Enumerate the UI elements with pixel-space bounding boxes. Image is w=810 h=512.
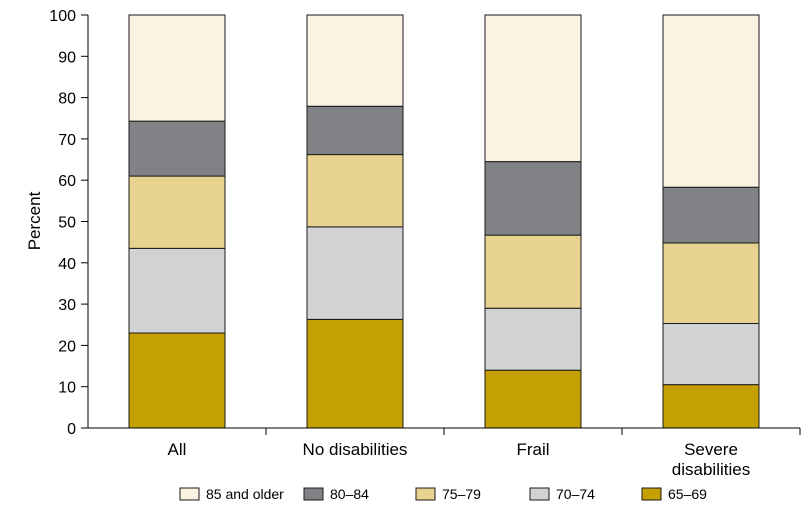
x-category-label: No disabilities: [303, 440, 408, 459]
bar-segment-70–74: [306, 226, 404, 320]
bar-segment-70–74: [662, 323, 760, 386]
y-tick-label: 80: [58, 91, 76, 108]
legend-label: 75–79: [442, 486, 481, 502]
bar-segment-75–79: [662, 242, 760, 325]
x-category-label-line: All: [168, 440, 187, 459]
y-axis-title: Percent: [25, 191, 44, 250]
bar-segment-85-and-older: [662, 14, 760, 188]
y-tick-label: 50: [58, 215, 76, 232]
bar-segment-65–69: [306, 318, 404, 429]
y-tick-label: 40: [58, 256, 76, 273]
bar-segment-80–84: [484, 161, 582, 236]
y-tick-label: 20: [58, 338, 76, 355]
axes: [87, 15, 801, 435]
bar-segment-80–84: [662, 186, 760, 244]
bar-segment-70–74: [128, 247, 226, 334]
y-tick-label: 60: [58, 173, 76, 190]
bar-segment-75–79: [128, 175, 226, 249]
x-category-label-line: Severe: [684, 440, 738, 459]
bar-segment-85-and-older: [128, 14, 226, 122]
legend-swatch: [641, 487, 662, 501]
legend: 85 and older 80–84 75–79 70–74 65–69: [179, 486, 707, 502]
legend-swatch: [415, 487, 436, 501]
bars: [128, 14, 760, 429]
y-tick-label: 10: [58, 380, 76, 397]
bar-segment-65–69: [128, 332, 226, 429]
bar-segment-80–84: [128, 120, 226, 177]
y-tick-label: 70: [58, 132, 76, 149]
legend-label: 70–74: [556, 486, 595, 502]
legend-label: 80–84: [330, 486, 369, 502]
x-axis-labels: All No disabilities Frail Severe disabilitie…: [168, 440, 751, 479]
x-category-label: Severe disabilities: [672, 440, 750, 479]
y-tick-label: 30: [58, 297, 76, 314]
bar-segment-65–69: [662, 384, 760, 429]
bar-segment-75–79: [306, 154, 404, 228]
x-category-label: Frail: [516, 440, 549, 459]
bar-segment-75–79: [484, 234, 582, 309]
legend-swatch: [179, 487, 200, 501]
x-category-label-line: No disabilities: [303, 440, 408, 459]
legend-label: 65–69: [668, 486, 707, 502]
x-category-label-line: disabilities: [672, 460, 750, 479]
y-axis-title-group: Percent: [25, 191, 44, 250]
bar-segment-70–74: [484, 307, 582, 371]
bar-segment-85-and-older: [484, 14, 582, 163]
legend-label: 85 and older: [206, 486, 284, 502]
legend-swatch: [529, 487, 550, 501]
bar-segment-80–84: [306, 105, 404, 156]
x-category-label: All: [168, 440, 187, 459]
bar-segment-65–69: [484, 369, 582, 429]
y-tick-label: 90: [58, 49, 76, 66]
legend-swatch: [303, 487, 324, 501]
y-tick-label: 100: [49, 8, 76, 25]
y-axis-ticks: 0 10 20 30 40 50 60 70 80 90 100: [49, 8, 88, 438]
x-category-label-line: Frail: [516, 440, 549, 459]
bar-segment-85-and-older: [306, 14, 404, 107]
y-tick-label: 0: [67, 421, 76, 438]
